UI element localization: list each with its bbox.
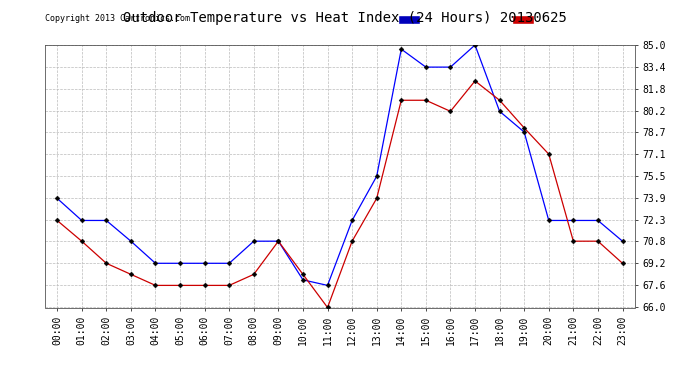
Text: Outdoor Temperature vs Heat Index (24 Hours) 20130625: Outdoor Temperature vs Heat Index (24 Ho…	[123, 11, 567, 25]
Legend: Heat Index  (°F), Temperature  (°F): Heat Index (°F), Temperature (°F)	[396, 13, 630, 26]
Text: Copyright 2013 Cartronics.com: Copyright 2013 Cartronics.com	[45, 13, 190, 22]
